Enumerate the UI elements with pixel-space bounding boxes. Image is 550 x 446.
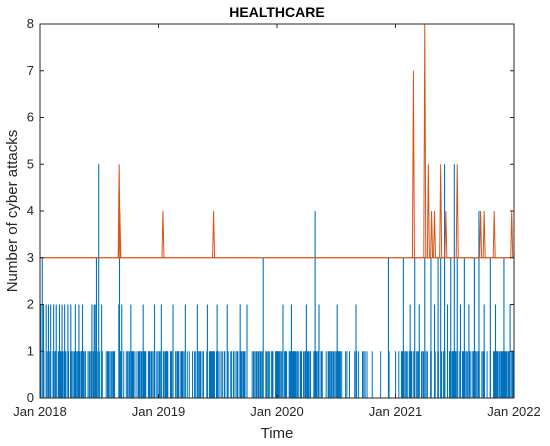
x-axis-label: Time <box>261 425 294 442</box>
y-axis-label: Number of cyber attacks <box>4 130 21 293</box>
threshold-spike <box>479 210 483 258</box>
threshold-spike <box>411 70 415 258</box>
y-tick-label: 4 <box>27 203 34 218</box>
chart-title: HEALTHCARE <box>229 4 324 20</box>
threshold-spike <box>439 164 443 258</box>
series-threshold <box>40 23 514 259</box>
x-tick-label: Jan 2022 <box>487 404 541 419</box>
series-daily <box>40 164 515 398</box>
threshold-spike <box>433 210 437 258</box>
threshold-spike <box>426 164 430 258</box>
x-tick-label: Jan 2021 <box>369 404 423 419</box>
threshold-spike <box>212 210 216 258</box>
threshold-spike <box>430 210 434 258</box>
x-tick-label: Jan 2020 <box>250 404 304 419</box>
ticks-layer: 0 1 2 3 4 5 6 7 8 Jan 2018 Jan 2019 Jan 2020 Jan 202… <box>13 16 541 419</box>
x-tick-label: Jan 2019 <box>132 404 186 419</box>
threshold-spike <box>492 210 496 258</box>
threshold-spike <box>455 164 459 258</box>
y-tick-label: 3 <box>27 250 34 265</box>
y-tick-label: 8 <box>27 16 34 31</box>
threshold-spike <box>118 210 122 258</box>
series-layer <box>40 23 515 398</box>
y-tick-label: 0 <box>27 390 34 405</box>
threshold-spike <box>444 210 448 258</box>
x-tick-label: Jan 2018 <box>13 404 67 419</box>
y-tick-label: 7 <box>27 63 34 78</box>
threshold-spike <box>161 210 165 258</box>
y-tick-label: 1 <box>27 343 34 358</box>
y-tick-label: 6 <box>27 110 34 125</box>
threshold-spike <box>482 210 486 258</box>
y-tick-label: 2 <box>27 297 34 312</box>
y-tick-label: 5 <box>27 156 34 171</box>
